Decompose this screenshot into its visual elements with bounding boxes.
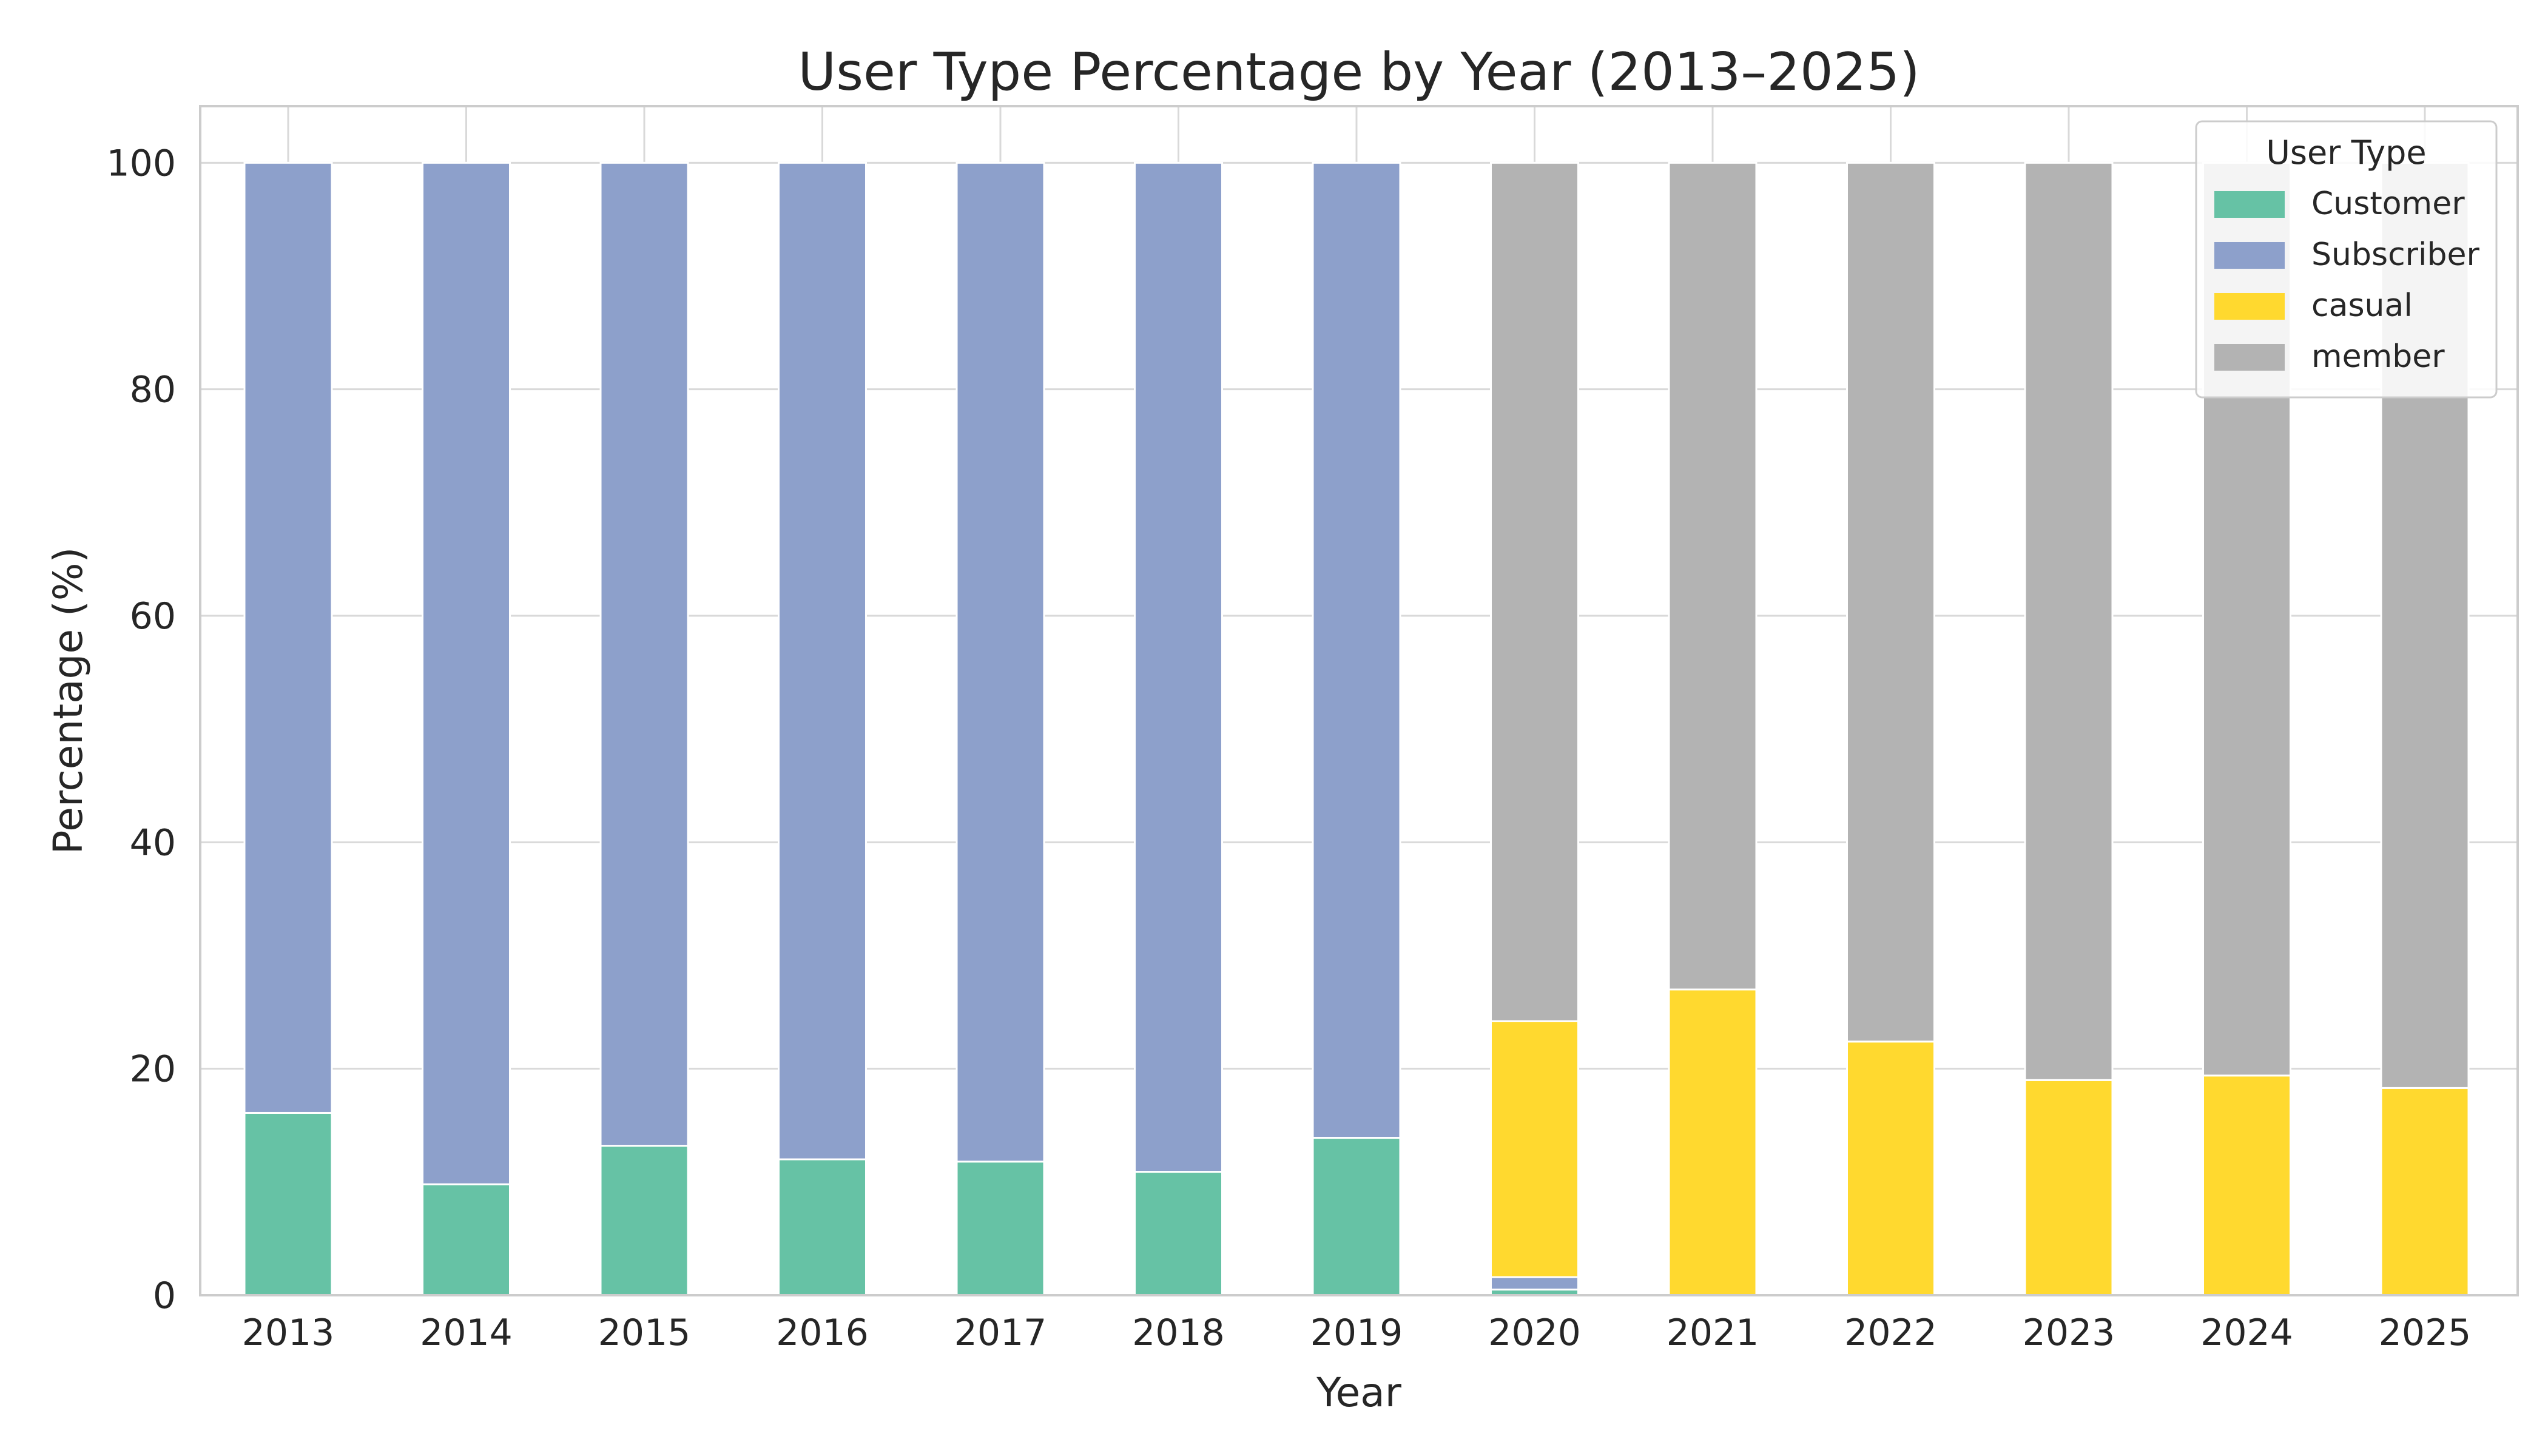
bar-subscriber-2018 <box>1134 161 1223 1173</box>
bar-subscriber-2019 <box>1312 161 1401 1139</box>
y-tick-label: 40 <box>130 821 176 864</box>
legend-swatch-casual <box>2214 293 2285 320</box>
bar-subscriber-2014 <box>422 161 511 1185</box>
legend-swatch-member <box>2214 344 2285 371</box>
x-axis-label: Year <box>1316 1369 1402 1416</box>
legend-label-casual: casual <box>2311 288 2413 324</box>
bar-subscriber-2013 <box>243 161 333 1114</box>
legend-title: User Type <box>2266 133 2426 172</box>
bar-customer-2018 <box>1134 1171 1223 1296</box>
chart-title: User Type Percentage by Year (2013–2025) <box>798 42 1919 103</box>
x-tick-label: 2020 <box>1488 1312 1581 1354</box>
y-axis-label: Percentage (%) <box>45 547 92 854</box>
x-tick-labels: 2013 2014 2015 2016 2017 2018 2019 2020 2021 2022… <box>242 1312 2472 1354</box>
y-tick-label: 20 <box>130 1048 176 1091</box>
bar-customer-2013 <box>243 1111 333 1296</box>
legend-label-subscriber: Subscriber <box>2311 237 2479 273</box>
x-tick-label: 2019 <box>1310 1312 1403 1354</box>
bar-member-2022 <box>1846 161 1935 1043</box>
y-tick-label: 100 <box>106 142 176 184</box>
legend-label-customer: Customer <box>2311 186 2465 222</box>
bar-subscriber-2016 <box>778 161 867 1161</box>
y-tick-label: 0 <box>153 1275 176 1317</box>
y-tick-label: 60 <box>130 595 176 638</box>
x-tick-label: 2024 <box>2200 1312 2293 1354</box>
legend-swatch-customer <box>2214 191 2285 218</box>
bar-customer-2016 <box>778 1158 867 1296</box>
bar-casual-2024 <box>2202 1074 2291 1296</box>
bar-casual-2020 <box>1490 1020 1579 1278</box>
x-tick-label: 2023 <box>2023 1312 2115 1354</box>
bar-casual-2022 <box>1846 1040 1935 1296</box>
x-tick-label: 2021 <box>1667 1312 1759 1354</box>
bar-customer-2019 <box>1312 1137 1401 1296</box>
bar-casual-2021 <box>1668 988 1758 1296</box>
bar-customer-2014 <box>422 1183 511 1296</box>
bar-subscriber-2020 <box>1490 1276 1579 1291</box>
bar-casual-2023 <box>2024 1079 2114 1296</box>
x-tick-label: 2018 <box>1132 1312 1225 1354</box>
legend: User Type Customer Subscriber casual member <box>2195 120 2498 399</box>
x-tick-label: 2014 <box>420 1312 513 1354</box>
x-tick-label: 2025 <box>2379 1312 2472 1354</box>
bar-member-2023 <box>2024 161 2114 1081</box>
legend-swatch-subscriber <box>2214 242 2285 269</box>
bar-subscriber-2017 <box>956 161 1045 1163</box>
bar-member-2021 <box>1668 161 1758 991</box>
x-tick-label: 2022 <box>1844 1312 1937 1354</box>
x-tick-label: 2013 <box>242 1312 335 1354</box>
plot-frame <box>199 105 2519 1296</box>
y-tick-label: 80 <box>130 369 176 411</box>
x-tick-label: 2016 <box>776 1312 869 1354</box>
y-tick-labels: 0 20 40 60 80 100 <box>106 142 176 1317</box>
x-tick-label: 2017 <box>954 1312 1047 1354</box>
bar-customer-2015 <box>599 1145 689 1296</box>
bar-subscriber-2015 <box>599 161 689 1147</box>
bar-customer-2017 <box>956 1161 1045 1296</box>
x-tick-label: 2015 <box>598 1312 691 1354</box>
bar-casual-2025 <box>2380 1087 2470 1296</box>
legend-label-member: member <box>2311 339 2445 375</box>
legend-box <box>2195 120 2498 399</box>
bar-member-2020 <box>1490 161 1579 1022</box>
